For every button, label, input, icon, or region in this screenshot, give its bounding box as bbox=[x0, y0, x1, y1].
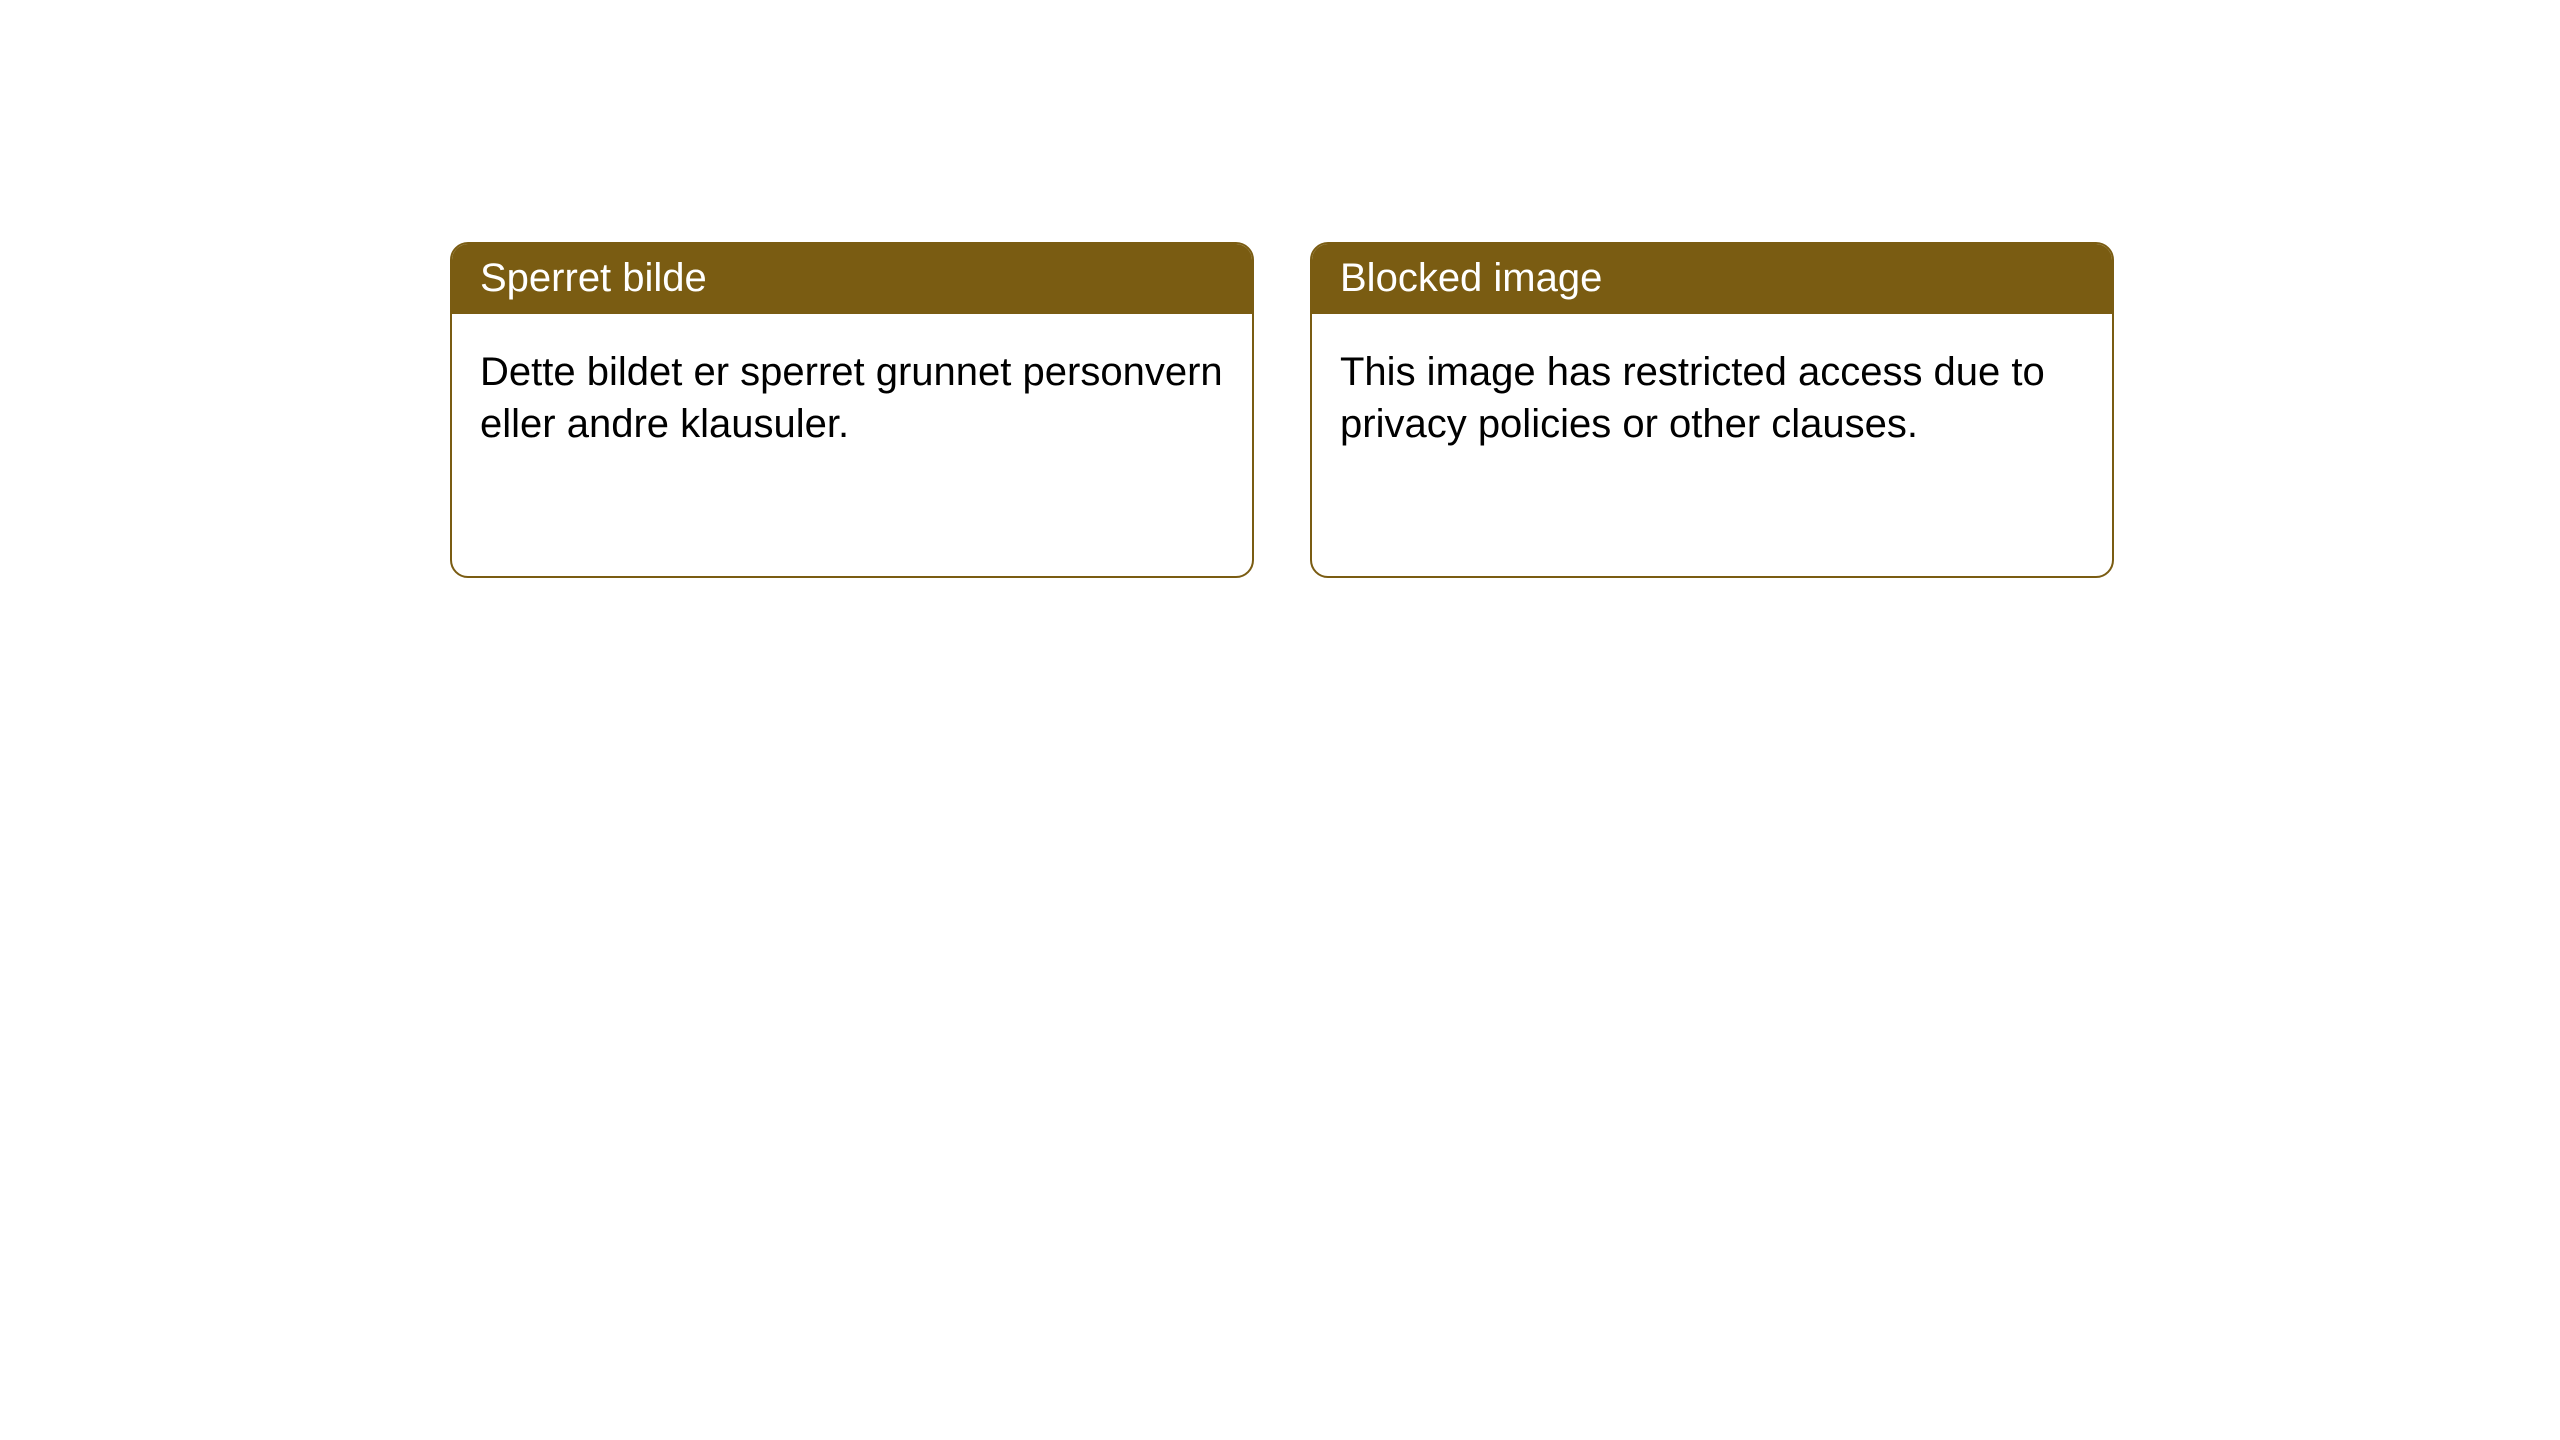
card-body: Dette bildet er sperret grunnet personve… bbox=[452, 314, 1252, 482]
card-header: Sperret bilde bbox=[452, 244, 1252, 314]
card-body-text: This image has restricted access due to … bbox=[1340, 350, 2045, 446]
card-title: Sperret bilde bbox=[480, 256, 707, 300]
notice-container: Sperret bilde Dette bildet er sperret gr… bbox=[0, 0, 2560, 578]
blocked-image-card-no: Sperret bilde Dette bildet er sperret gr… bbox=[450, 242, 1254, 578]
blocked-image-card-en: Blocked image This image has restricted … bbox=[1310, 242, 2114, 578]
card-body-text: Dette bildet er sperret grunnet personve… bbox=[480, 350, 1223, 446]
card-body: This image has restricted access due to … bbox=[1312, 314, 2112, 482]
card-header: Blocked image bbox=[1312, 244, 2112, 314]
card-title: Blocked image bbox=[1340, 256, 1602, 300]
